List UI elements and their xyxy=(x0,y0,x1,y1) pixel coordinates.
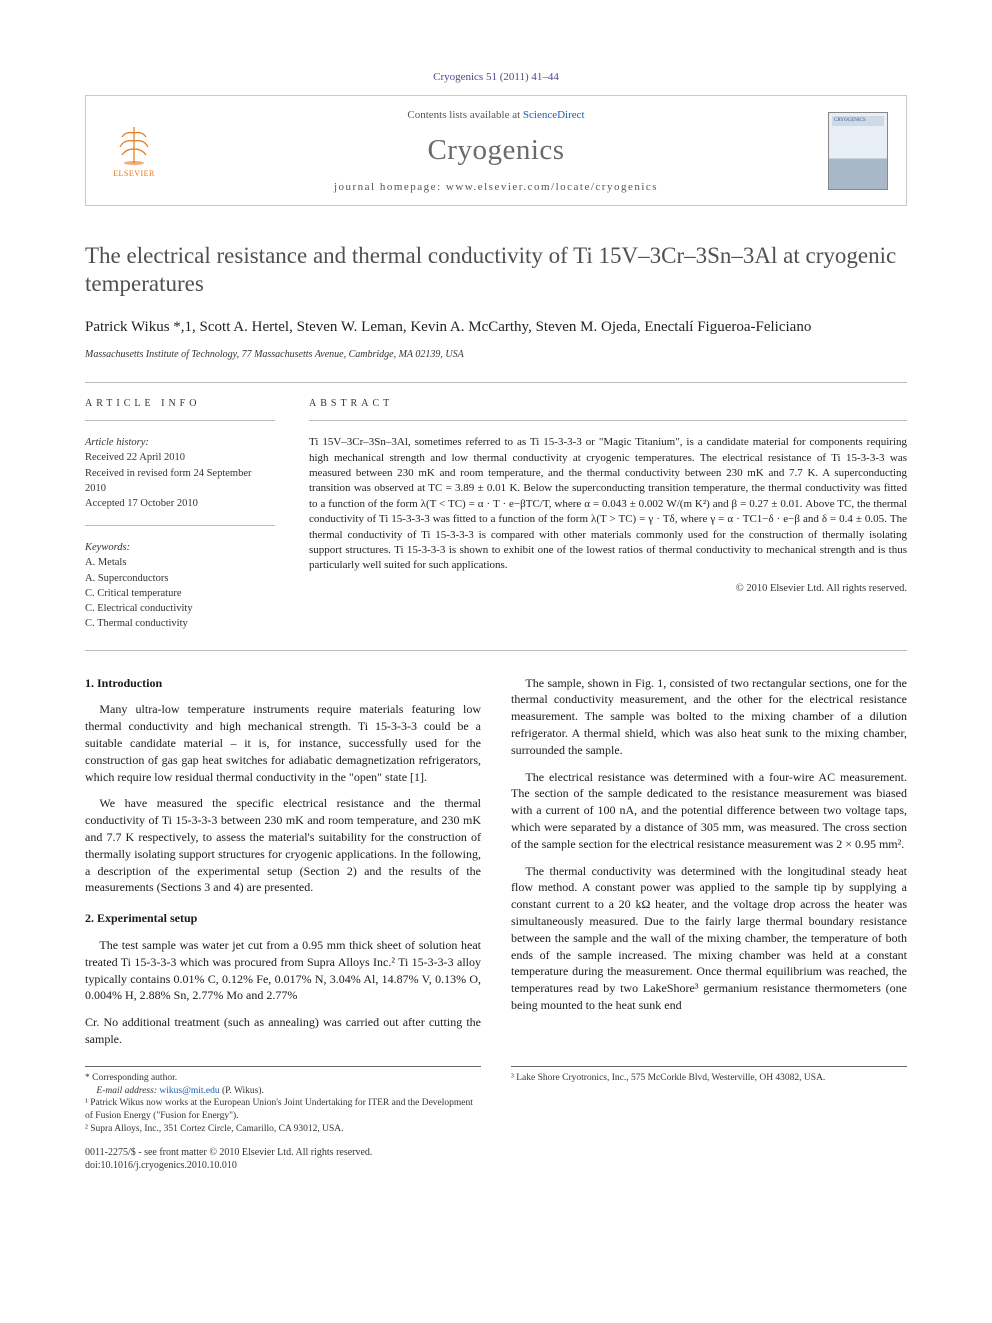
abstract-heading: ABSTRACT xyxy=(309,397,907,411)
email-label: E-mail address: xyxy=(96,1086,159,1096)
section-2-p2: Cr. No additional treatment (such as ann… xyxy=(85,1014,481,1048)
keywords-divider xyxy=(85,525,275,526)
footnote-3: ³ Lake Shore Cryotronics, Inc., 575 McCo… xyxy=(511,1072,907,1085)
sciencedirect-link[interactable]: ScienceDirect xyxy=(523,109,585,121)
abstract-text: Ti 15V–3Cr–3Sn–3Al, sometimes referred t… xyxy=(309,435,907,574)
abstract-divider xyxy=(309,420,907,421)
keyword-4: C. Electrical conductivity xyxy=(85,601,275,616)
accepted-date: Accepted 17 October 2010 xyxy=(85,496,275,511)
received-date: Received 22 April 2010 xyxy=(85,450,275,465)
affiliation: Massachusetts Institute of Technology, 7… xyxy=(85,348,907,362)
section-1-title: 1. Introduction xyxy=(85,675,481,692)
section-2-title: 2. Experimental setup xyxy=(85,910,481,927)
section-2-p5: The thermal conductivity was determined … xyxy=(511,863,907,1014)
body-columns: 1. Introduction Many ultra-low temperatu… xyxy=(85,675,907,1048)
keyword-1: A. Metals xyxy=(85,555,275,570)
abstract-copyright: © 2010 Elsevier Ltd. All rights reserved… xyxy=(309,582,907,596)
keyword-3: C. Critical temperature xyxy=(85,586,275,601)
section-2-p3: The sample, shown in Fig. 1, consisted o… xyxy=(511,675,907,759)
keywords-block: Keywords: A. Metals A. Superconductors C… xyxy=(85,540,275,631)
section-2-p1: The test sample was water jet cut from a… xyxy=(85,937,481,1004)
keyword-2: A. Superconductors xyxy=(85,571,275,586)
issn-copyright: 0011-2275/$ - see front matter © 2010 El… xyxy=(85,1146,481,1159)
section-2-p4: The electrical resistance was determined… xyxy=(511,769,907,853)
journal-header: ELSEVIER Contents lists available at Sci… xyxy=(85,95,907,206)
footnotes-right: ³ Lake Shore Cryotronics, Inc., 575 McCo… xyxy=(511,1066,907,1085)
section-1-p2: We have measured the specific electrical… xyxy=(85,795,481,896)
keywords-label: Keywords: xyxy=(85,540,275,555)
footnote-1: ¹ Patrick Wikus now works at the Europea… xyxy=(85,1097,481,1123)
publisher-logo: ELSEVIER xyxy=(104,116,164,186)
revised-date: Received in revised form 24 September 20… xyxy=(85,466,275,496)
doi: doi:10.1016/j.cryogenics.2010.10.010 xyxy=(85,1159,481,1172)
front-matter: 0011-2275/$ - see front matter © 2010 El… xyxy=(85,1146,481,1172)
section-1-p1: Many ultra-low temperature instruments r… xyxy=(85,701,481,785)
footnotes-left: * Corresponding author. E-mail address: … xyxy=(85,1066,481,1136)
journal-cover-thumbnail: CRYOGENICS xyxy=(828,112,888,190)
contents-available-line: Contents lists available at ScienceDirec… xyxy=(164,108,828,123)
cover-label: CRYOGENICS xyxy=(834,118,866,125)
author-list: Patrick Wikus *,1, Scott A. Hertel, Stev… xyxy=(85,317,907,338)
article-info-heading: ARTICLE INFO xyxy=(85,397,275,411)
elsevier-tree-icon xyxy=(112,123,156,167)
publisher-name: ELSEVIER xyxy=(113,169,155,180)
article-history: Article history: Received 22 April 2010 … xyxy=(85,435,275,511)
journal-reference: Cryogenics 51 (2011) 41–44 xyxy=(85,70,907,85)
keyword-5: C. Thermal conductivity xyxy=(85,616,275,631)
article-title: The electrical resistance and thermal co… xyxy=(85,242,907,300)
homepage-url: www.elsevier.com/locate/cryogenics xyxy=(446,181,658,193)
journal-homepage-line: journal homepage: www.elsevier.com/locat… xyxy=(164,180,828,195)
contents-prefix: Contents lists available at xyxy=(407,109,522,121)
divider-bottom xyxy=(85,650,907,651)
author-email[interactable]: wikus@mit.edu xyxy=(159,1086,219,1096)
email-owner: (P. Wikus). xyxy=(220,1086,264,1096)
corresponding-author: * Corresponding author. xyxy=(85,1072,481,1085)
info-divider xyxy=(85,420,275,421)
journal-name: Cryogenics xyxy=(164,131,828,170)
homepage-prefix: journal homepage: xyxy=(334,181,446,193)
history-label: Article history: xyxy=(85,435,275,450)
footnote-2: ² Supra Alloys, Inc., 351 Cortez Circle,… xyxy=(85,1123,481,1136)
divider-top xyxy=(85,382,907,383)
